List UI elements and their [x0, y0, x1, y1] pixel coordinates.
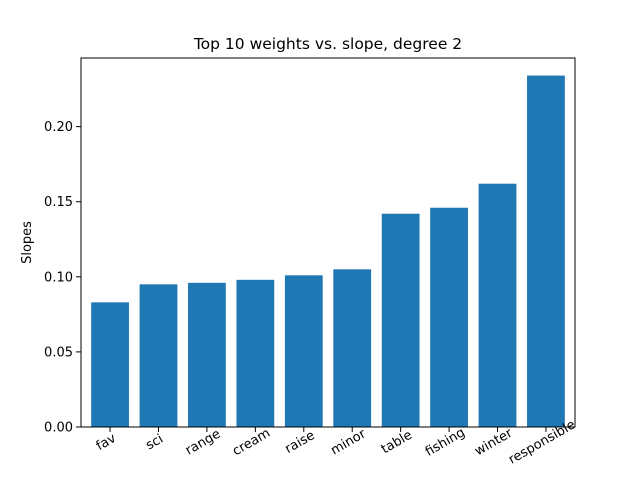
x-tick-label-range: range — [183, 427, 223, 459]
bar-winter — [478, 183, 517, 427]
x-tick-label-fishing: fishing — [423, 425, 468, 460]
x-tick-label-minor: minor — [328, 426, 369, 458]
bar-table — [381, 213, 420, 427]
y-axis-ticks: 0.00 0.05 0.10 0.15 0.20 — [44, 120, 81, 436]
y-tick-label: 0.20 — [44, 120, 73, 135]
bar-cream — [236, 279, 275, 427]
chart-title: Top 10 weights vs. slope, degree 2 — [193, 35, 462, 53]
bar-minor — [333, 269, 372, 427]
x-tick-label-cream: cream — [230, 426, 273, 459]
y-tick-label: 0.15 — [44, 195, 73, 210]
bar-range — [188, 282, 226, 427]
bar-sci — [139, 284, 178, 427]
y-tick-label: 0.10 — [44, 270, 73, 285]
bars-group — [91, 75, 565, 427]
x-tick-label-raise: raise — [283, 428, 318, 457]
bar-responsible — [527, 75, 565, 427]
x-tick-label-fav: fav — [94, 431, 119, 454]
bar-fav — [91, 302, 129, 427]
bar-fishing — [430, 207, 468, 427]
y-tick-label: 0.05 — [44, 345, 73, 360]
y-axis-label: Slopes — [20, 221, 35, 264]
plot-frame — [80, 57, 576, 428]
x-tick-label-sci: sci — [143, 432, 166, 454]
x-tick-label-table: table — [379, 428, 415, 457]
y-tick-label: 0.00 — [44, 421, 73, 436]
bar-raise — [284, 275, 323, 427]
